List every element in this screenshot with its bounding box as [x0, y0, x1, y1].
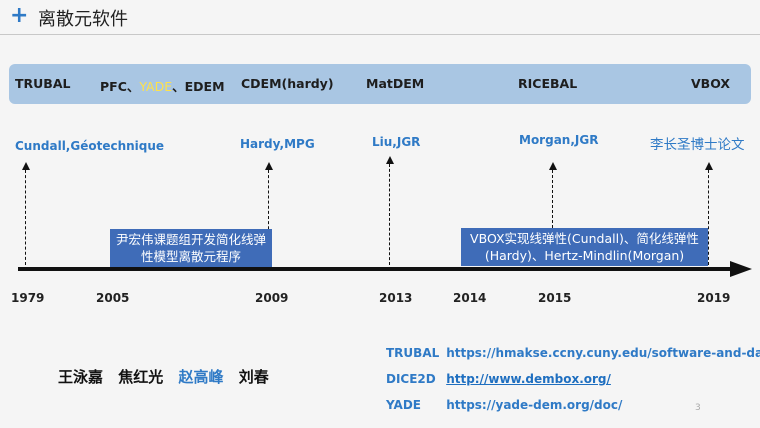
arrow-right-icon: [730, 261, 752, 277]
trubal-link[interactable]: https://hmakse.ccny.cuny.edu/software-an…: [446, 346, 760, 360]
timeline-axis: [18, 267, 736, 271]
author-name: 刘春: [238, 368, 269, 386]
timeline-marker-2013: [389, 164, 390, 265]
timeline-marker-1979: [25, 170, 26, 265]
up-arrow-icon: [705, 162, 713, 170]
reference-cundall: Cundall,Géotechnique: [15, 139, 165, 153]
software-yade: YADE: [139, 79, 173, 94]
link-label: DICE2D: [386, 372, 436, 386]
reference-hardy: Hardy,MPG: [240, 137, 315, 151]
software-edem: 、EDEM: [172, 79, 225, 94]
up-arrow-icon: [386, 156, 394, 164]
yade-link[interactable]: https://yade-dem.org/doc/: [446, 398, 623, 412]
software-cdem: CDEM(hardy): [241, 76, 334, 91]
link-label: TRUBAL: [386, 346, 440, 360]
software-ricebal: RICEBAL: [518, 76, 578, 91]
year-label: 2005: [96, 291, 130, 305]
timeline-marker-2019: [708, 170, 709, 265]
slide-title: 离散元软件: [38, 9, 128, 30]
software-matdem: MatDEM: [366, 76, 425, 91]
year-label: 2009: [255, 291, 289, 305]
link-row-dice2d: DICE2D http://www.dembox.org/: [386, 372, 611, 386]
software-pfc-yade-edem: PFC、YADE、EDEM: [100, 76, 225, 95]
year-label: 2014: [453, 291, 487, 305]
note-group-program: 尹宏伟课题组开发简化线弹性模型离散元程序: [110, 229, 272, 267]
reference-li-thesis: 李长圣博士论文: [650, 137, 745, 153]
software-trubal: TRUBAL: [15, 76, 71, 91]
plus-icon: +: [10, 3, 29, 28]
reference-liu: Liu,JGR: [372, 135, 421, 149]
year-label: 2015: [538, 291, 572, 305]
author-list: 王泳嘉 焦红光 赵高峰 刘春: [58, 366, 279, 387]
year-label: 2019: [697, 291, 731, 305]
software-pfc: PFC、: [100, 79, 140, 94]
software-band: [9, 64, 751, 104]
author-name-highlighted: 赵高峰: [178, 368, 224, 386]
link-row-trubal: TRUBAL https://hmakse.ccny.cuny.edu/soft…: [386, 346, 760, 360]
page-number: 3: [695, 403, 701, 413]
link-label: YADE: [386, 398, 421, 412]
author-name: 王泳嘉: [58, 368, 104, 386]
up-arrow-icon: [22, 162, 30, 170]
reference-morgan: Morgan,JGR: [519, 133, 599, 147]
dice2d-link[interactable]: http://www.dembox.org/: [446, 372, 611, 386]
header-divider: [0, 34, 760, 35]
link-row-yade: YADE https://yade-dem.org/doc/: [386, 398, 622, 412]
up-arrow-icon: [549, 162, 557, 170]
up-arrow-icon: [265, 162, 273, 170]
timeline-marker-2009: [268, 170, 269, 265]
note-vbox-models: VBOX实现线弹性(Cundall)、简化线弹性(Hardy)、Hertz-Mi…: [461, 228, 708, 266]
timeline-marker-2015: [552, 170, 553, 228]
year-label: 2013: [379, 291, 413, 305]
author-name: 焦红光: [118, 368, 164, 386]
slide-header: + 离散元软件: [0, 0, 760, 34]
software-vbox: VBOX: [691, 76, 731, 91]
year-label: 1979: [11, 291, 45, 305]
